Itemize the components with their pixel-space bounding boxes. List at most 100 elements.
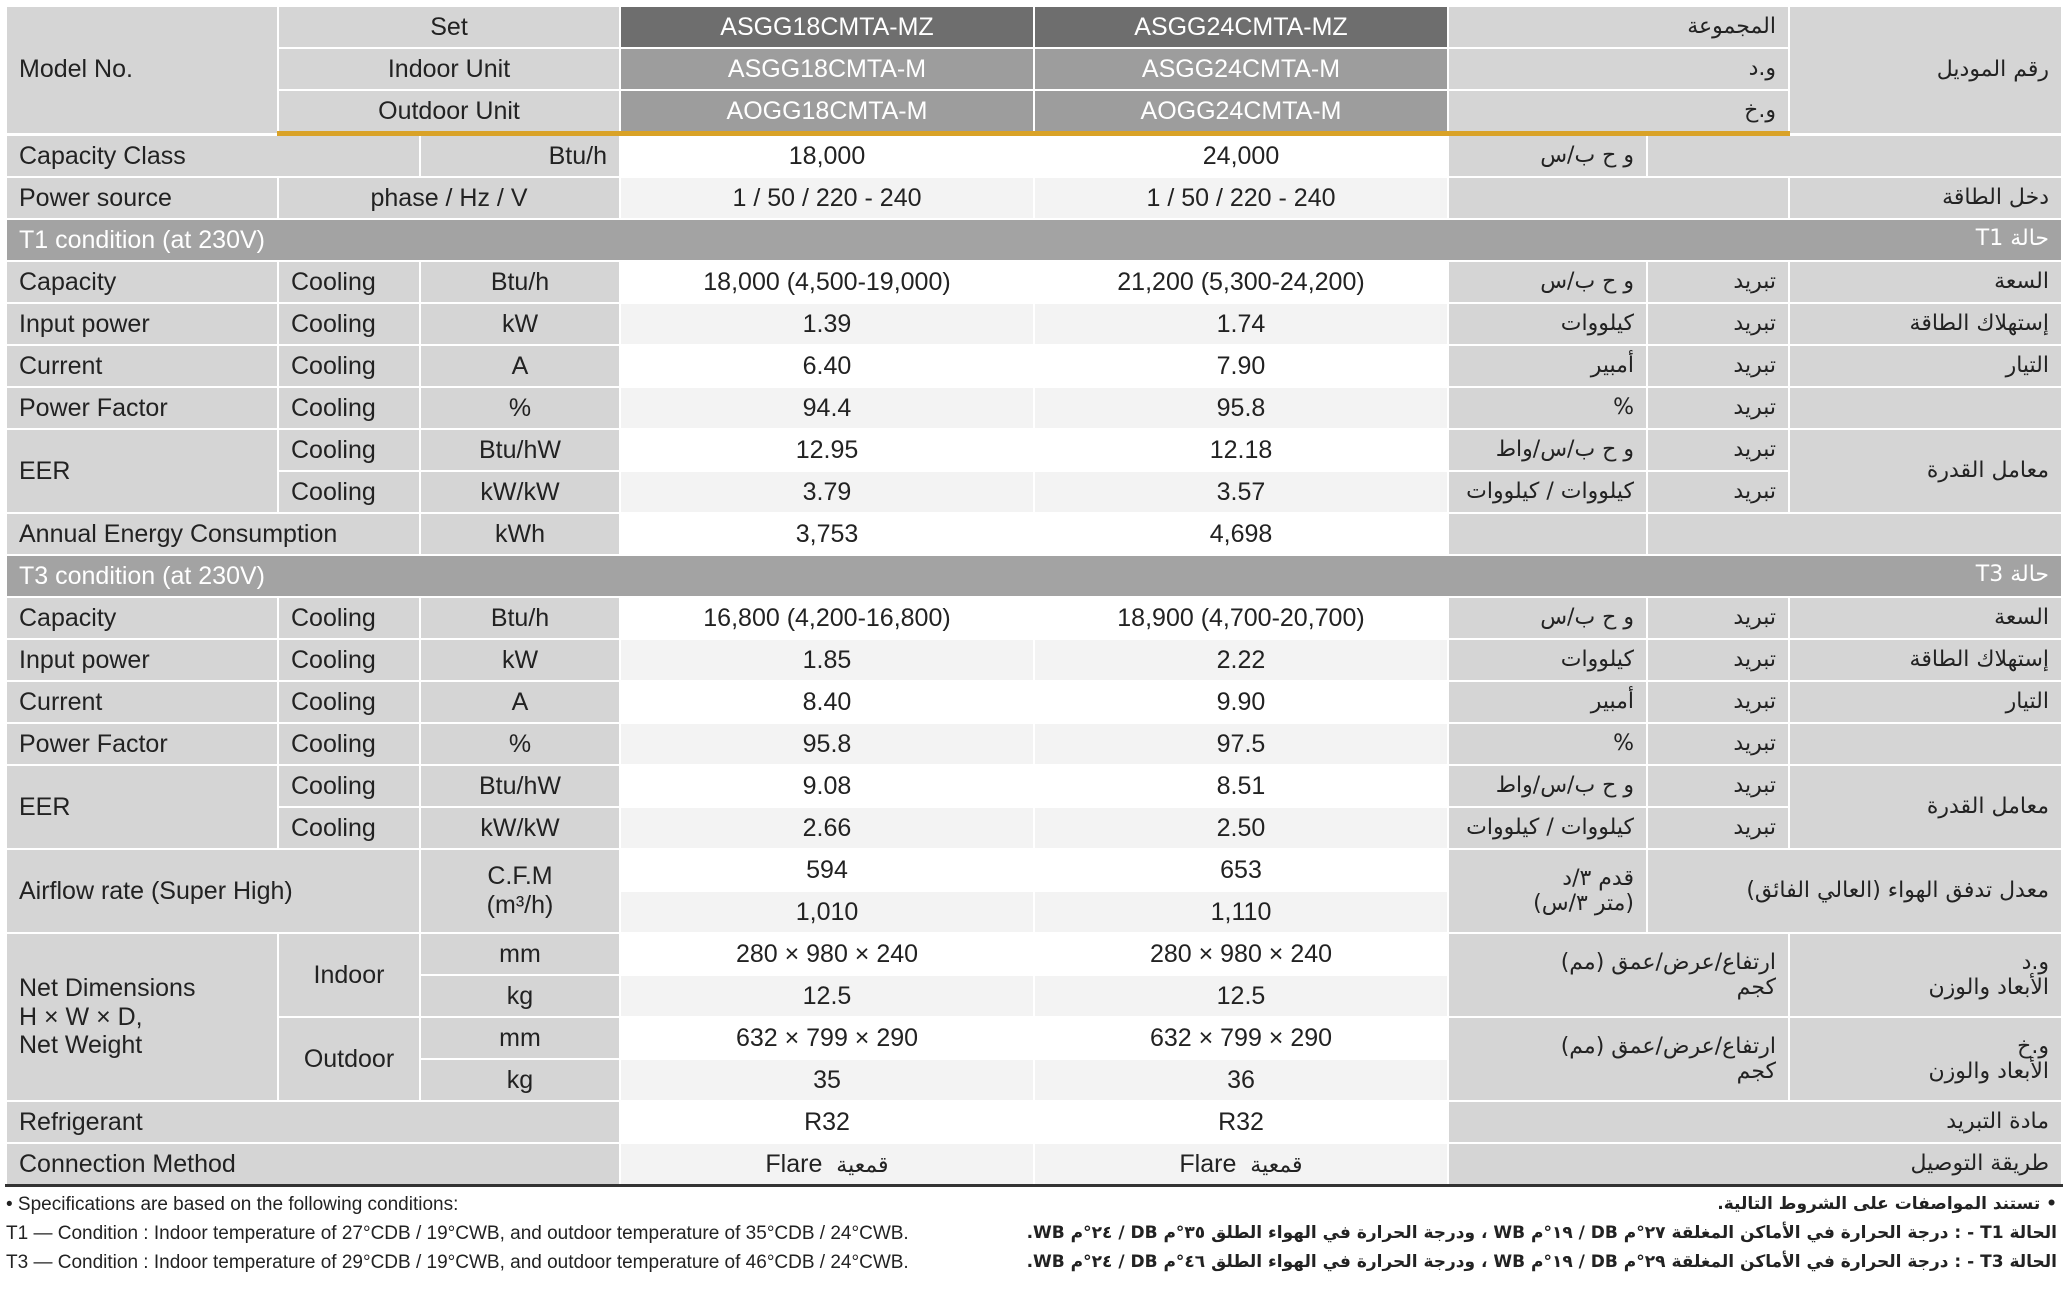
- model-set-2: ASGG24CMTA-MZ: [1033, 5, 1449, 49]
- row-label: Capacity Class: [5, 132, 421, 178]
- row-label-ar: إستهلاك الطاقة: [1788, 302, 2063, 346]
- dim-outdoor-mm-row: Outdoor mm 632 × 799 × 290 632 × 799 × 2…: [6, 1016, 2063, 1102]
- row-mode: Cooling: [277, 470, 421, 514]
- outdoor-label-ar: و.خ: [2017, 1033, 2049, 1059]
- footnote-line: T3 — Condition : Indoor temperature of 2…: [6, 1252, 909, 1273]
- unit-cfm-ar: قدم ٣/د: [1562, 865, 1634, 891]
- row-unit-ar: أمبير: [1447, 344, 1648, 388]
- t1-current-row: Current Cooling A 6.40 7.90 أمبير تبريد …: [5, 344, 2063, 388]
- unit-mm-ar: ارتفاع/عرض/عمق (مم): [1560, 1033, 1776, 1059]
- row-label-ar: و.خ الأبعاد والوزن: [1788, 1016, 2063, 1102]
- dim-label-ar: الأبعاد والوزن: [1928, 1059, 2049, 1084]
- value-2: 2.22: [1033, 638, 1449, 682]
- row-mode: Cooling: [277, 806, 421, 850]
- refrigerant-row: Refrigerant R32 R32 مادة التبريد: [5, 1100, 2063, 1144]
- row-label-ar: معدل تدفق الهواء (العالي الفائق): [1646, 848, 2063, 934]
- value-2: 9.90: [1033, 680, 1449, 724]
- row-mode-ar: تبريد: [1646, 764, 1790, 808]
- empty-cell: [1788, 722, 2063, 766]
- indoor-unit-label-ar: و.د: [1447, 47, 1790, 91]
- row-label: Current: [5, 344, 279, 388]
- value-1: 3.79: [619, 470, 1035, 514]
- value-2: 7.90: [1033, 344, 1449, 388]
- unit-mm-ar: ارتفاع/عرض/عمق (مم): [1560, 949, 1776, 975]
- value-2: 12.5: [1033, 974, 1449, 1018]
- row-label: Current: [5, 680, 279, 724]
- dim-label-1: Net Dimensions: [19, 973, 196, 1002]
- row-label: Input power: [5, 638, 279, 682]
- row-label: Refrigerant: [5, 1100, 621, 1144]
- row-mode-ar: تبريد: [1646, 344, 1790, 388]
- value-2: 36: [1033, 1058, 1449, 1102]
- row-label-ar: طريقة التوصيل: [1447, 1142, 2063, 1187]
- flare-text-ar: قمعية: [836, 1152, 889, 1178]
- dim-outdoor-kg-row: kg 35 36: [6, 1058, 2062, 1102]
- empty-cell: [1447, 176, 1790, 220]
- value-1: 16,800 (4,200-16,800): [619, 596, 1035, 640]
- t1-power-factor-row: Power Factor Cooling % 94.4 95.8 % تبريد: [5, 386, 2063, 430]
- value-2: 3.57: [1033, 470, 1449, 514]
- row-unit-ar: و ح ب/س: [1447, 132, 1648, 178]
- row-label: EER: [5, 764, 279, 850]
- value-2: 95.8: [1033, 386, 1449, 430]
- value-1: R32: [619, 1100, 1035, 1144]
- value-1: 12.95: [619, 428, 1035, 472]
- row-mode: Cooling: [277, 638, 421, 682]
- row-mode-ar: تبريد: [1646, 260, 1790, 304]
- capacity-class-row: Capacity Class Btu/h 18,000 24,000 و ح ب…: [5, 132, 2063, 178]
- row-mode-ar: تبريد: [1646, 386, 1790, 430]
- t3-power-factor-row: Power Factor Cooling % 95.8 97.5 % تبريد: [5, 722, 2063, 766]
- dim-label-ar: الأبعاد والوزن: [1928, 975, 2049, 1000]
- row-unit: C.F.M (m³/h): [419, 848, 621, 934]
- row-unit: phase / Hz / V: [277, 176, 621, 220]
- unit-kg-ar: كجم: [1736, 1059, 1776, 1084]
- dim-indoor-mm-row: Net Dimensions H × W × D, Net Weight Indoo…: [5, 932, 2063, 1102]
- value-2: 1,110: [1033, 890, 1449, 934]
- row-mode-ar: تبريد: [1646, 428, 1790, 472]
- row-unit: kg: [419, 1058, 621, 1102]
- row-mode: Cooling: [277, 260, 421, 304]
- value-2: 1 / 50 / 220 - 240: [1033, 176, 1449, 220]
- row-mode-ar: تبريد: [1646, 596, 1790, 640]
- row-label-ar: السعة: [1788, 260, 2063, 304]
- t1-input-power-row: Input power Cooling kW 1.39 1.74 كيلووات…: [5, 302, 2063, 346]
- model-no-label-ar: رقم الموديل: [1788, 5, 2063, 135]
- footnote-line: T1 — Condition : Indoor temperature of 2…: [6, 1223, 909, 1244]
- value-1: 3,753: [619, 512, 1035, 556]
- row-label: Capacity: [5, 260, 279, 304]
- model-set-1: ASGG18CMTA-MZ: [619, 5, 1035, 49]
- value-2: 2.50: [1033, 806, 1449, 850]
- flare-text: Flare: [1179, 1149, 1237, 1178]
- row-unit: kW: [419, 638, 621, 682]
- value-1: 6.40: [619, 344, 1035, 388]
- footnote-line-ar: الحالة T3 - : درجة الحرارة في الأماكن ال…: [1026, 1252, 2057, 1272]
- t1-capacity-row: Capacity Cooling Btu/h 18,000 (4,500-19,…: [5, 260, 2063, 304]
- row-label: Net Dimensions H × W × D, Net Weight: [5, 932, 279, 1102]
- value-1: 594: [619, 848, 1035, 892]
- row-mode: Cooling: [277, 722, 421, 766]
- value-2: 653: [1033, 848, 1449, 892]
- unit-m3h: (m³/h): [486, 891, 554, 919]
- indoor-unit-label: Indoor Unit: [277, 47, 621, 91]
- row-mode-ar: تبريد: [1646, 806, 1790, 850]
- model-outdoor-1: AOGG18CMTA-M: [619, 89, 1035, 136]
- model-outdoor-2: AOGG24CMTA-M: [1033, 89, 1449, 136]
- t3-eer-row-1: EER Cooling Btu/hW 9.08 8.51 و ح ب/س/واط…: [5, 764, 2063, 850]
- row-mode: Cooling: [277, 344, 421, 388]
- row-mode-ar: تبريد: [1646, 722, 1790, 766]
- t3-capacity-row: Capacity Cooling Btu/h 16,800 (4,200-16,…: [5, 596, 2063, 640]
- value-2: 21,200 (5,300-24,200): [1033, 260, 1449, 304]
- row-label-ar: و.د الأبعاد والوزن: [1788, 932, 2063, 1018]
- value-2: 1.74: [1033, 302, 1449, 346]
- row-unit: Btu/hW: [419, 428, 621, 472]
- row-mode: Cooling: [277, 680, 421, 724]
- row-unit: Btu/h: [419, 260, 621, 304]
- footnote-line-ar: الحالة T1 - : درجة الحرارة في الأماكن ال…: [1026, 1223, 2057, 1243]
- dim-label-3: Net Weight: [19, 1031, 143, 1060]
- model-indoor-row: Indoor Unit ASGG18CMTA-M ASGG24CMTA-M و.…: [6, 47, 2062, 91]
- value-1: 18,000: [619, 132, 1035, 178]
- row-label: Annual Energy Consumption: [5, 512, 421, 556]
- row-unit-ar: %: [1447, 722, 1648, 766]
- value-2: 4,698: [1033, 512, 1449, 556]
- flare-text: Flare: [765, 1149, 823, 1178]
